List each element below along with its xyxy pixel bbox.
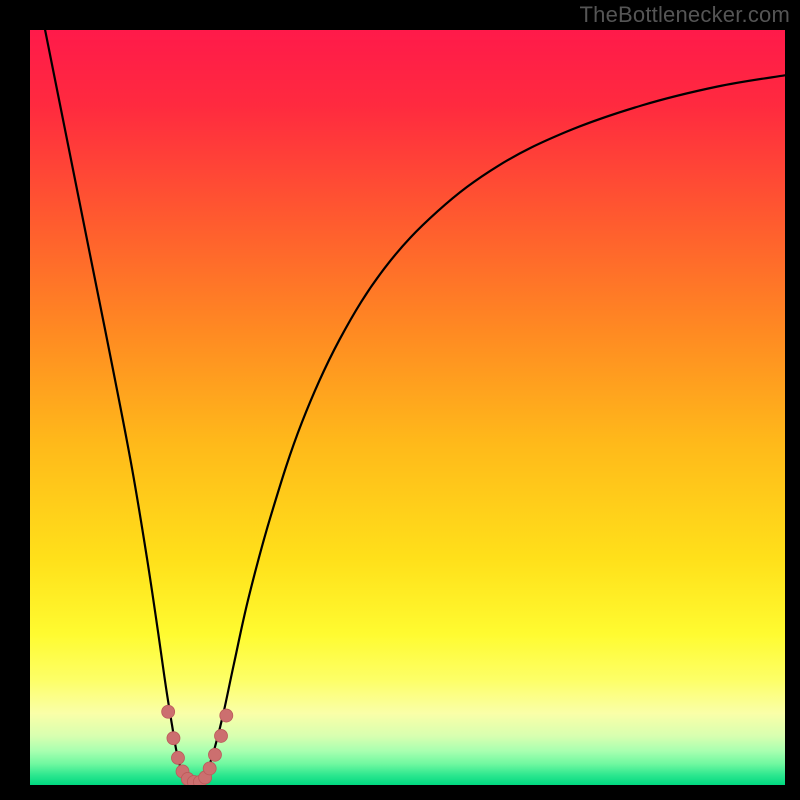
curve-marker	[167, 732, 180, 745]
curve-marker	[203, 762, 216, 775]
curve-marker	[220, 709, 233, 722]
chart-frame: TheBottlenecker.com	[0, 0, 800, 800]
bottleneck-chart	[30, 30, 785, 785]
curve-marker	[208, 748, 221, 761]
chart-background	[30, 30, 785, 785]
curve-marker	[162, 705, 175, 718]
curve-marker	[215, 729, 228, 742]
curve-marker	[171, 751, 184, 764]
watermark-text: TheBottlenecker.com	[580, 2, 790, 28]
